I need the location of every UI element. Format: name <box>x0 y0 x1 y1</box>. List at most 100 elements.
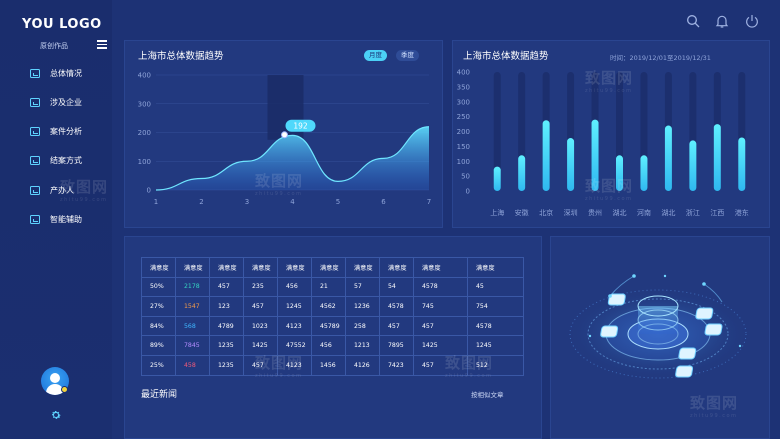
table-cell: 1213 <box>345 335 380 356</box>
watermark: 致图网 zhitu99.com <box>255 354 304 379</box>
sidebar-item-closing-method[interactable]: 结案方式 <box>30 154 82 168</box>
x-tick-label: 2 <box>199 198 203 206</box>
tooltip-bubble <box>285 119 316 132</box>
news-title: 最近新闻 <box>141 390 178 400</box>
table-header-row: 满意度 满意度 满意度 满意度 满意度 满意度 满意度 满意度 满意度 满意度 <box>141 257 524 278</box>
table-cell: 2178 <box>175 276 210 298</box>
logo: YOU LOGO <box>22 17 102 32</box>
satisfaction-table: 满意度 满意度 满意度 满意度 满意度 满意度 满意度 满意度 满意度 满意度 50% 2178 457… <box>141 257 524 376</box>
table-header-cell: 满意度 <box>467 257 524 278</box>
x-tick-label: 上海 <box>490 208 504 217</box>
table-cell: 89% <box>141 335 176 356</box>
y-tick-label: 250 <box>457 113 470 121</box>
table-header-cell: 满意度 <box>345 257 380 278</box>
table-cell: 21 <box>311 276 346 298</box>
table-cell: 4578 <box>413 276 468 298</box>
search-icon[interactable] <box>685 13 701 29</box>
y-tick-label: 100 <box>138 158 151 166</box>
area-series-line <box>155 126 430 191</box>
x-tick-label: 7 <box>427 198 431 206</box>
sidebar-item-enterprises[interactable]: 涉及企业 <box>30 95 82 109</box>
sidebar-item-label: 总体情况 <box>50 68 82 78</box>
bar <box>664 125 672 191</box>
x-tick-label: 贵州 <box>588 208 602 217</box>
table-header-cell: 满意度 <box>175 257 210 278</box>
table-cell: 50% <box>141 276 176 298</box>
table-cell: 457 <box>413 315 468 337</box>
table-cell: 1023 <box>243 315 278 337</box>
watermark: 致图网 zhitu99.com <box>585 69 634 94</box>
watermark: 致图网 zhitu99.com <box>445 354 494 379</box>
x-tick-label: 深圳 <box>564 208 578 217</box>
sidebar-item-handler[interactable]: 产办人 <box>30 183 82 197</box>
table-cell: 456 <box>277 276 312 298</box>
bar <box>689 140 697 191</box>
table-cell: 456 <box>311 335 346 356</box>
bar-background <box>493 72 501 191</box>
table-cell: 54 <box>379 276 414 298</box>
tab-quarterly[interactable]: 季度 <box>396 50 419 61</box>
sidebar-item-case-analysis[interactable]: 案件分析 <box>30 125 82 139</box>
table-cell: 1245 <box>277 296 312 317</box>
table-cell: 1456 <box>311 354 346 376</box>
table-header-cell: 满意度 <box>379 257 414 278</box>
bar <box>738 137 746 191</box>
y-tick-label: 100 <box>457 158 470 166</box>
x-tick-label: 港东 <box>735 208 749 217</box>
y-tick-label: 200 <box>138 129 151 137</box>
x-tick-label: 3 <box>245 198 249 206</box>
table-cell: 25% <box>141 354 176 376</box>
bell-icon[interactable] <box>714 13 730 29</box>
sidebar-nav: 总体情况 涉及企业 案件分析 结案方式 产办人 智能辅助 <box>30 66 82 242</box>
watermark: 致图网 zhitu99.com <box>255 172 304 197</box>
y-tick-label: 350 <box>457 83 470 91</box>
watermark: 致图网 zhitu99.com <box>585 177 634 202</box>
sidebar-item-smart-assist[interactable]: 智能辅助 <box>30 212 82 226</box>
y-tick-label: 150 <box>457 143 470 151</box>
table-cell: 1547 <box>175 296 210 317</box>
table-cell: 4578 <box>379 296 414 317</box>
power-icon[interactable] <box>744 13 760 29</box>
x-tick-label: 北京 <box>539 208 553 217</box>
x-tick-label: 江西 <box>710 209 724 217</box>
tab-monthly[interactable]: 月度 <box>364 50 387 61</box>
hamburger-menu-icon[interactable] <box>97 40 107 49</box>
watermark: 致图网 zhitu99.com <box>60 178 109 203</box>
y-tick-label: 0 <box>147 187 151 195</box>
table-cell: 45789 <box>311 315 346 337</box>
x-tick-label: 湖北 <box>661 208 675 217</box>
table-cell: 458 <box>175 354 210 376</box>
sidebar-item-label: 涉及企业 <box>50 97 82 107</box>
y-tick-label: 0 <box>466 188 470 196</box>
similar-articles-link[interactable]: 按相似文章 <box>471 391 504 399</box>
area-series <box>156 126 429 190</box>
bar-panel-title: 上海市总体数据趋势 <box>463 51 549 62</box>
sidebar-item-label: 案件分析 <box>50 127 82 137</box>
y-tick-label: 400 <box>138 72 151 80</box>
table-header-cell: 满意度 <box>209 257 244 278</box>
y-tick-label: 300 <box>457 98 470 106</box>
x-tick-label: 湖北 <box>613 208 627 217</box>
table-row: 84% 568 4789 1023 4123 45789 258 457 457 4578 <box>141 315 524 337</box>
bar <box>640 155 648 191</box>
online-status-dot <box>61 386 68 393</box>
trend-panel-title: 上海市总体数据趋势 <box>138 51 224 62</box>
bar <box>493 166 501 191</box>
document-icon <box>30 127 40 137</box>
table-cell: 568 <box>175 315 210 337</box>
table-header-cell: 满意度 <box>141 257 176 278</box>
bar <box>567 138 575 191</box>
table-header-cell: 满意度 <box>243 257 278 278</box>
gear-icon[interactable] <box>50 409 62 421</box>
trend-chart-icon <box>30 97 40 107</box>
table-row: 27% 1547 123 457 1245 4562 1236 4578 745 754 <box>141 296 524 317</box>
logo-subtitle: 原创作品 <box>40 42 68 50</box>
bar <box>713 124 721 191</box>
sidebar-item-overview[interactable]: 总体情况 <box>30 66 82 80</box>
table-cell: 4123 <box>277 315 312 337</box>
table-cell: 457 <box>209 276 244 298</box>
isometric-data-platform-illustration <box>566 274 750 380</box>
x-tick-label: 浙江 <box>686 208 700 217</box>
table-cell: 1235 <box>209 354 244 376</box>
date-range: 时间：2019/12/01至2019/12/31 <box>610 54 711 62</box>
